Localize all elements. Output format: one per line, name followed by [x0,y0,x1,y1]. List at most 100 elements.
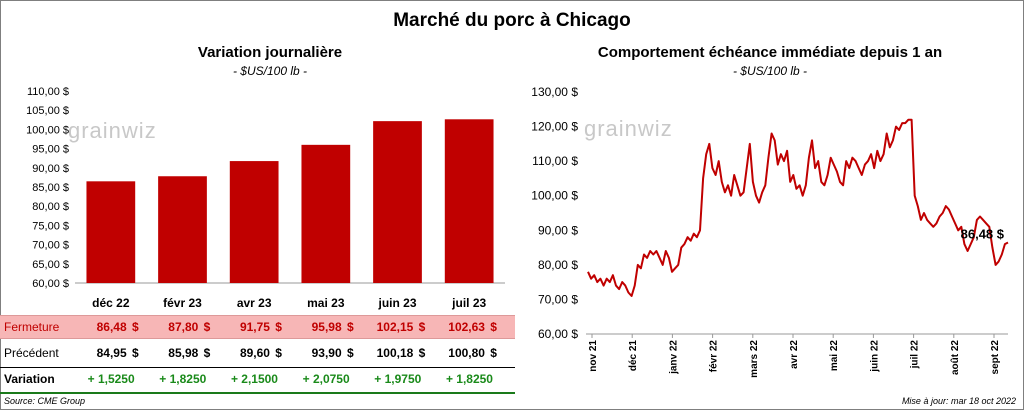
cell-value: 102,15 [376,320,414,334]
table-cell: 102,63 $ [439,316,497,338]
y-tick-label: 100,00 $ [26,124,69,136]
cell-value: 84,95 [96,346,127,360]
watermark-logo: grainwiz [584,116,673,141]
x-tick-label: mai 22 [829,340,840,372]
bar-chart-title: Variation journalière [197,44,343,61]
cell-value: + 1,8250 [445,372,493,386]
table-cell: 93,90 $ [296,342,354,364]
table-cell: + 1,8250 [153,368,211,390]
table-cell: 86,48 $ [81,316,139,338]
x-tick-label: nov 21 [588,340,599,372]
line-chart-title: Comportement échéance immédiate depuis 1… [597,44,943,61]
bar [86,181,136,283]
cell-currency: $ [346,346,354,360]
cell-value: 89,60 [239,346,270,360]
y-tick-label: 90,00 $ [538,223,578,237]
y-tick-label: 90,00 $ [32,163,69,175]
watermark-logo: grainwiz [68,118,157,143]
y-tick-label: 65,00 $ [32,259,69,271]
x-tick-label: juin 23 [377,296,416,310]
table-row-précédent: Précédent 84,95 $85,98 $89,60 $93,90 $100,18 $… [0,342,515,364]
last-value-label: 86,48 $ [961,226,1005,241]
bar [373,121,422,283]
table-row-variation: Variation + 1,5250 + 1,8250 + 2,1500 + 2,075… [0,367,515,394]
table-cell: 85,98 $ [153,342,211,364]
x-tick-label: sept 22 [990,340,1001,375]
cell-currency: $ [275,320,282,334]
x-tick-label: févr 22 [709,340,720,373]
table-cell: 102,15 $ [368,316,426,338]
cell-value: 100,80 [448,346,485,360]
table-cell: 89,60 $ [224,342,282,364]
cell-currency: $ [490,320,497,334]
cell-currency: $ [203,346,211,360]
x-tick-label: déc 21 [628,340,639,372]
source-note: Source: CME Group [4,396,86,406]
table-cell: 95,98 $ [296,316,354,338]
x-tick-label: avr 22 [789,340,800,369]
table-cell: + 1,9750 [368,368,426,390]
cell-value: 91,75 [239,320,270,334]
cell-value: 93,90 [311,346,342,360]
x-tick-label: juin 22 [869,340,880,373]
y-tick-label: 60,00 $ [32,278,69,290]
cell-currency: $ [131,346,139,360]
x-tick-label: juil 22 [910,340,921,370]
cell-value: 102,63 [448,320,485,334]
y-tick-label: 100,00 $ [531,189,578,203]
row-label: Variation [4,372,55,386]
y-tick-label: 130,00 $ [531,85,578,99]
cell-value: + 1,8250 [159,372,207,386]
line-chart-subtitle: - $US/100 lb - [732,64,808,78]
cell-value: + 2,1500 [230,372,278,386]
x-tick-label: avr 23 [237,296,272,310]
bar [229,161,279,283]
y-tick-label: 70,00 $ [32,240,69,252]
cell-value: + 2,0750 [302,372,350,386]
table-row-fermeture: Fermeture 86,48 $87,80 $91,75 $95,98 $102,15 $… [0,315,515,339]
x-tick-label: déc 22 [92,296,130,310]
cell-value: + 1,5250 [87,372,135,386]
x-tick-label: mars 22 [749,340,760,378]
cell-value: 100,18 [376,346,414,360]
x-tick-label: mai 23 [307,296,345,310]
cell-currency: $ [418,320,426,334]
cell-currency: $ [418,346,426,360]
cell-value: 85,98 [168,346,199,360]
table-cell: 91,75 $ [224,316,282,338]
bar-chart: 60,00 $ 65,00 $ 70,00 $ 75,00 $ 80,00 $ 85,00… [26,86,505,310]
cell-currency: $ [346,320,354,334]
x-tick-label: août 22 [950,340,961,375]
y-tick-label: 110,00 $ [27,86,69,98]
y-tick-label: 80,00 $ [538,258,578,272]
cell-value: 87,80 [168,320,199,334]
y-tick-label: 60,00 $ [538,327,578,341]
update-note: Mise à jour: mar 18 oct 2022 [901,396,1016,406]
table-cell: + 1,8250 [439,368,497,390]
bar-chart-subtitle: - $US/100 lb - [232,64,308,78]
table-cell: 100,18 $ [368,342,426,364]
y-tick-label: 95,00 $ [32,144,69,156]
y-tick-label: 110,00 $ [532,154,578,168]
y-tick-label: 120,00 $ [531,120,578,134]
x-tick-label: janv 22 [668,340,679,375]
row-label: Précédent [4,346,59,360]
table-cell: 84,95 $ [81,342,139,364]
cell-currency: $ [203,320,211,334]
cell-value: 86,48 [96,320,127,334]
cell-currency: $ [275,346,282,360]
y-tick-label: 75,00 $ [32,220,69,232]
table-cell: + 2,1500 [224,368,282,390]
table-cell: + 1,5250 [81,368,139,390]
cell-currency: $ [490,346,497,360]
table-cell: + 2,0750 [296,368,354,390]
cell-value: + 1,9750 [374,372,422,386]
table-cell: 100,80 $ [439,342,497,364]
table-cell: 87,80 $ [153,316,211,338]
x-tick-label: févr 23 [163,296,202,310]
bar [301,144,351,283]
cell-currency: $ [131,320,139,334]
y-tick-label: 85,00 $ [32,182,69,194]
y-tick-label: 105,00 $ [26,105,69,117]
